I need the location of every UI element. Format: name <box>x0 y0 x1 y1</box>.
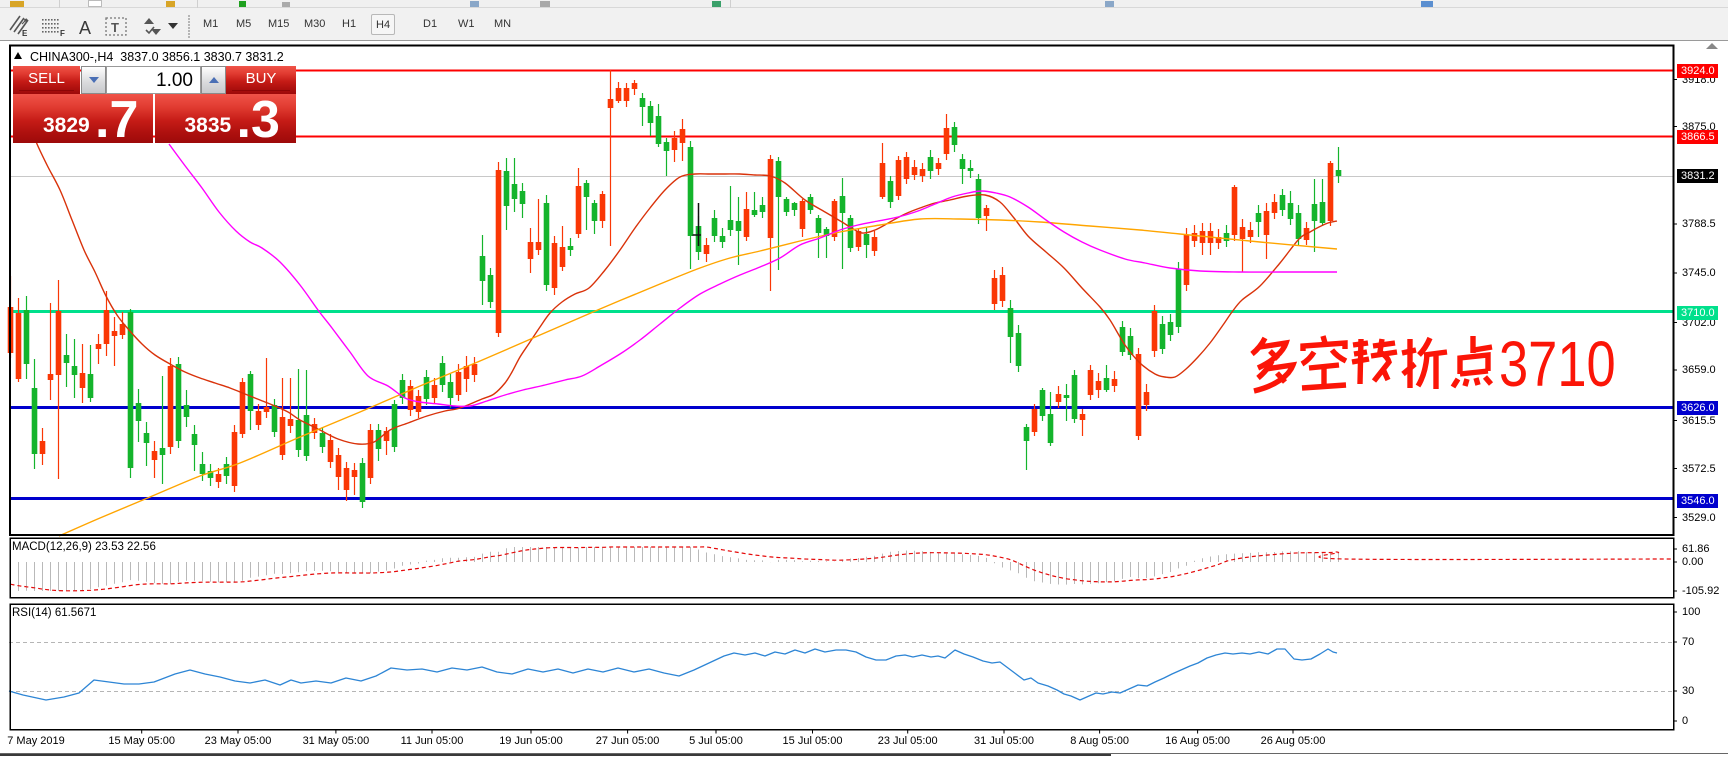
svg-text:T: T <box>111 20 119 35</box>
svg-text:RSI(14) 61.5671: RSI(14) 61.5671 <box>12 607 96 619</box>
svg-text:3710: 3710 <box>1499 329 1616 400</box>
svg-text:E: E <box>22 29 28 38</box>
svg-text:F: F <box>60 29 65 38</box>
svg-text:MACD(12,26,9) 23.53 22.56: MACD(12,26,9) 23.53 22.56 <box>12 541 156 553</box>
svg-text:A: A <box>79 18 91 38</box>
